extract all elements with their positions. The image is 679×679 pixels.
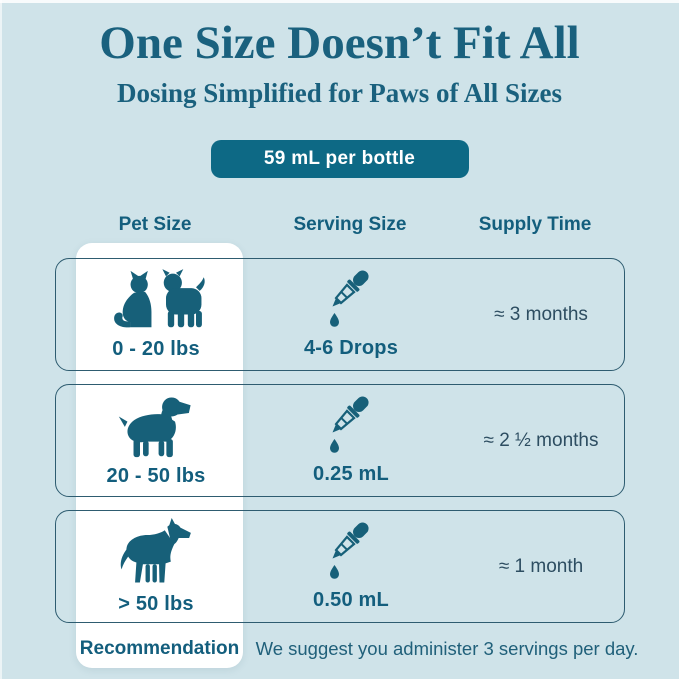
serving-size-label: 4-6 Drops xyxy=(303,336,399,359)
column-header-pet-size: Pet Size xyxy=(118,214,192,235)
pet-size-label: > 50 lbs xyxy=(118,592,194,615)
dropper-icon xyxy=(325,521,377,582)
serving-size-label: 0.25 mL xyxy=(313,462,389,485)
image-edge-artifact xyxy=(0,0,2,679)
table-row: > 50 lbs 0.50 mL ≈ 1 month xyxy=(55,510,625,623)
table-header-row: Pet Size Serving Size Supply Time xyxy=(55,214,625,236)
medium-dog-icon xyxy=(115,394,197,458)
column-header-serving-size: Serving Size xyxy=(293,214,407,235)
recommendation-label: Recommendation xyxy=(79,638,240,659)
supply-time-label: ≈ 3 months xyxy=(494,303,588,325)
table-row: 20 - 50 lbs 0.25 mL ≈ 2 ½ months xyxy=(55,384,625,497)
table-row: 0 - 20 lbs 4-6 Drops ≈ 3 months xyxy=(55,258,625,371)
supply-time-cell: ≈ 1 month xyxy=(451,511,631,622)
image-edge-artifact xyxy=(0,0,679,3)
page-title: One Size Doesn’t Fit All xyxy=(99,17,580,69)
large-dog-icon xyxy=(111,517,201,586)
pet-size-label: 0 - 20 lbs xyxy=(112,337,200,360)
pet-size-cell: 0 - 20 lbs xyxy=(56,259,256,370)
serving-size-cell: 0.50 mL xyxy=(256,511,446,622)
dropper-icon xyxy=(325,269,377,330)
supply-time-cell: ≈ 2 ½ months xyxy=(451,385,631,496)
cat-and-small-dog-icon xyxy=(106,268,206,331)
pet-size-label: 20 - 50 lbs xyxy=(106,464,206,487)
page-subtitle: Dosing Simplified for Paws of All Sizes xyxy=(116,78,563,108)
supply-time-cell: ≈ 3 months xyxy=(451,259,631,370)
supply-time-label: ≈ 1 month xyxy=(498,555,584,577)
column-header-supply-time: Supply Time xyxy=(478,214,592,235)
bottle-volume-badge: 59 mL per bottle xyxy=(210,140,469,178)
serving-size-cell: 4-6 Drops xyxy=(256,259,446,370)
pet-size-highlight-column xyxy=(76,243,243,668)
dropper-icon xyxy=(325,395,377,456)
supply-time-label: ≈ 2 ½ months xyxy=(483,429,599,451)
pet-size-cell: > 50 lbs xyxy=(56,511,256,622)
recommendation-note: We suggest you administer 3 servings per… xyxy=(255,638,639,659)
bottle-volume-label: 59 mL per bottle xyxy=(263,148,416,169)
serving-size-cell: 0.25 mL xyxy=(256,385,446,496)
serving-size-label: 0.50 mL xyxy=(313,588,389,611)
pet-size-cell: 20 - 50 lbs xyxy=(56,385,256,496)
